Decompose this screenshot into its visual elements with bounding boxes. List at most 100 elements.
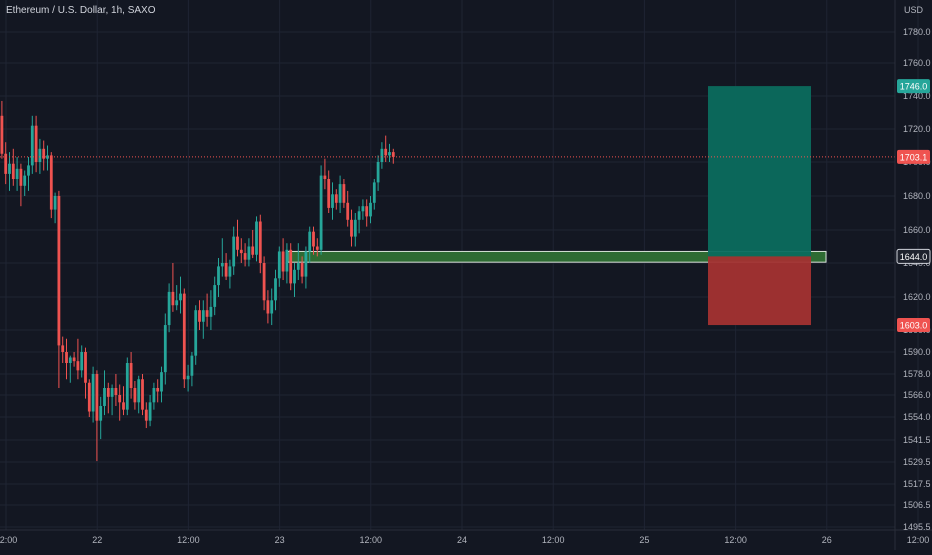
time-tick-label: 12:00 <box>907 535 930 545</box>
price-badge-background <box>896 248 931 264</box>
candle <box>46 145 49 171</box>
candle <box>0 100 4 159</box>
time-tick-label: 22 <box>92 535 102 545</box>
candle-body <box>171 291 175 306</box>
candle-body <box>87 382 91 412</box>
candle-body <box>76 361 80 371</box>
price-badge-text: 1703.1 <box>900 152 928 162</box>
candle <box>23 170 27 196</box>
time-tick-label: 23 <box>275 535 285 545</box>
price-tick-label: 1680.0 <box>903 191 931 201</box>
candle <box>61 336 65 363</box>
candle-body <box>148 402 152 421</box>
candle <box>357 206 361 234</box>
candle-body <box>201 310 205 322</box>
candle <box>232 226 236 275</box>
candle-body <box>30 125 34 166</box>
candle <box>304 246 308 289</box>
candle-body <box>114 388 118 395</box>
candle-body <box>327 179 331 208</box>
price-tick-label: 1780.0 <box>903 27 931 37</box>
candle <box>4 142 8 185</box>
candle <box>213 276 217 316</box>
price-axis-labels: 1746.0 1703.1 1644.0 1603.0 <box>896 79 931 333</box>
candle-body <box>152 388 156 403</box>
candle <box>277 246 281 287</box>
candle-body <box>281 251 285 272</box>
price-tick-label: 1720.0 <box>903 124 931 134</box>
candle <box>334 189 338 210</box>
time-tick-label: 26 <box>822 535 832 545</box>
candle-body <box>15 168 19 179</box>
price-tick-label: 1506.5 <box>903 500 931 510</box>
price-tick-label: 1529.5 <box>903 457 931 467</box>
candle <box>372 179 376 210</box>
candle <box>80 345 84 378</box>
candle <box>274 269 277 311</box>
stop-zone[interactable] <box>708 256 811 326</box>
candle-body <box>380 148 384 162</box>
candle <box>57 190 61 388</box>
candle <box>319 165 323 255</box>
candle <box>91 366 95 423</box>
candle <box>129 352 133 399</box>
long-position-tool[interactable] <box>708 86 811 326</box>
price-tick-label: 1578.0 <box>903 369 931 379</box>
candle-body <box>342 184 346 203</box>
candle-body <box>255 221 258 255</box>
candle <box>220 238 224 277</box>
grid-lines <box>0 0 919 530</box>
price-badge-background <box>897 318 930 333</box>
candle-body <box>296 263 300 270</box>
candle-body <box>346 202 350 220</box>
time-tick-label: 25 <box>639 535 649 545</box>
candle <box>30 115 34 174</box>
candle-body <box>369 202 372 217</box>
candle <box>179 276 182 314</box>
candle-body <box>46 155 49 159</box>
price-axis-badge: 1746.0 <box>897 79 930 94</box>
candle <box>106 382 110 414</box>
candle <box>361 199 365 220</box>
candle <box>27 157 30 191</box>
candle-body <box>53 196 57 210</box>
price-tick-label: 1590.0 <box>903 347 931 357</box>
candle <box>144 402 148 429</box>
candle <box>243 243 247 267</box>
candle-body <box>388 152 391 156</box>
candle <box>152 382 156 410</box>
candle <box>175 285 179 311</box>
candle <box>72 352 76 367</box>
candle <box>296 243 300 280</box>
candle <box>342 179 346 208</box>
candle <box>141 374 144 416</box>
price-badge-background <box>897 149 930 164</box>
candle-body <box>68 357 72 363</box>
candle <box>15 157 19 191</box>
candle <box>262 256 266 311</box>
candle <box>137 375 141 414</box>
candle-body <box>49 155 53 210</box>
candle-body <box>160 372 163 392</box>
time-axis[interactable]: 12:00 22 12:00 23 12:00 24 12:00 25 12:00 26 12:00 <box>0 535 929 545</box>
candle-body <box>353 219 357 237</box>
candle-body <box>125 363 129 410</box>
candle-body <box>156 388 160 392</box>
candle-body <box>319 175 323 250</box>
candle-body <box>251 246 255 255</box>
candle-body <box>312 231 315 247</box>
price-badge-text: 1644.0 <box>900 252 928 262</box>
candle-body <box>323 175 327 179</box>
candle-body <box>391 152 395 157</box>
candle-body <box>141 379 144 410</box>
candle <box>365 199 369 227</box>
candle <box>224 253 228 280</box>
candle <box>380 142 384 169</box>
candle <box>388 143 391 162</box>
candle-body <box>239 249 243 254</box>
candle-body <box>137 379 141 403</box>
target-zone[interactable] <box>708 86 811 257</box>
candle <box>384 135 388 162</box>
